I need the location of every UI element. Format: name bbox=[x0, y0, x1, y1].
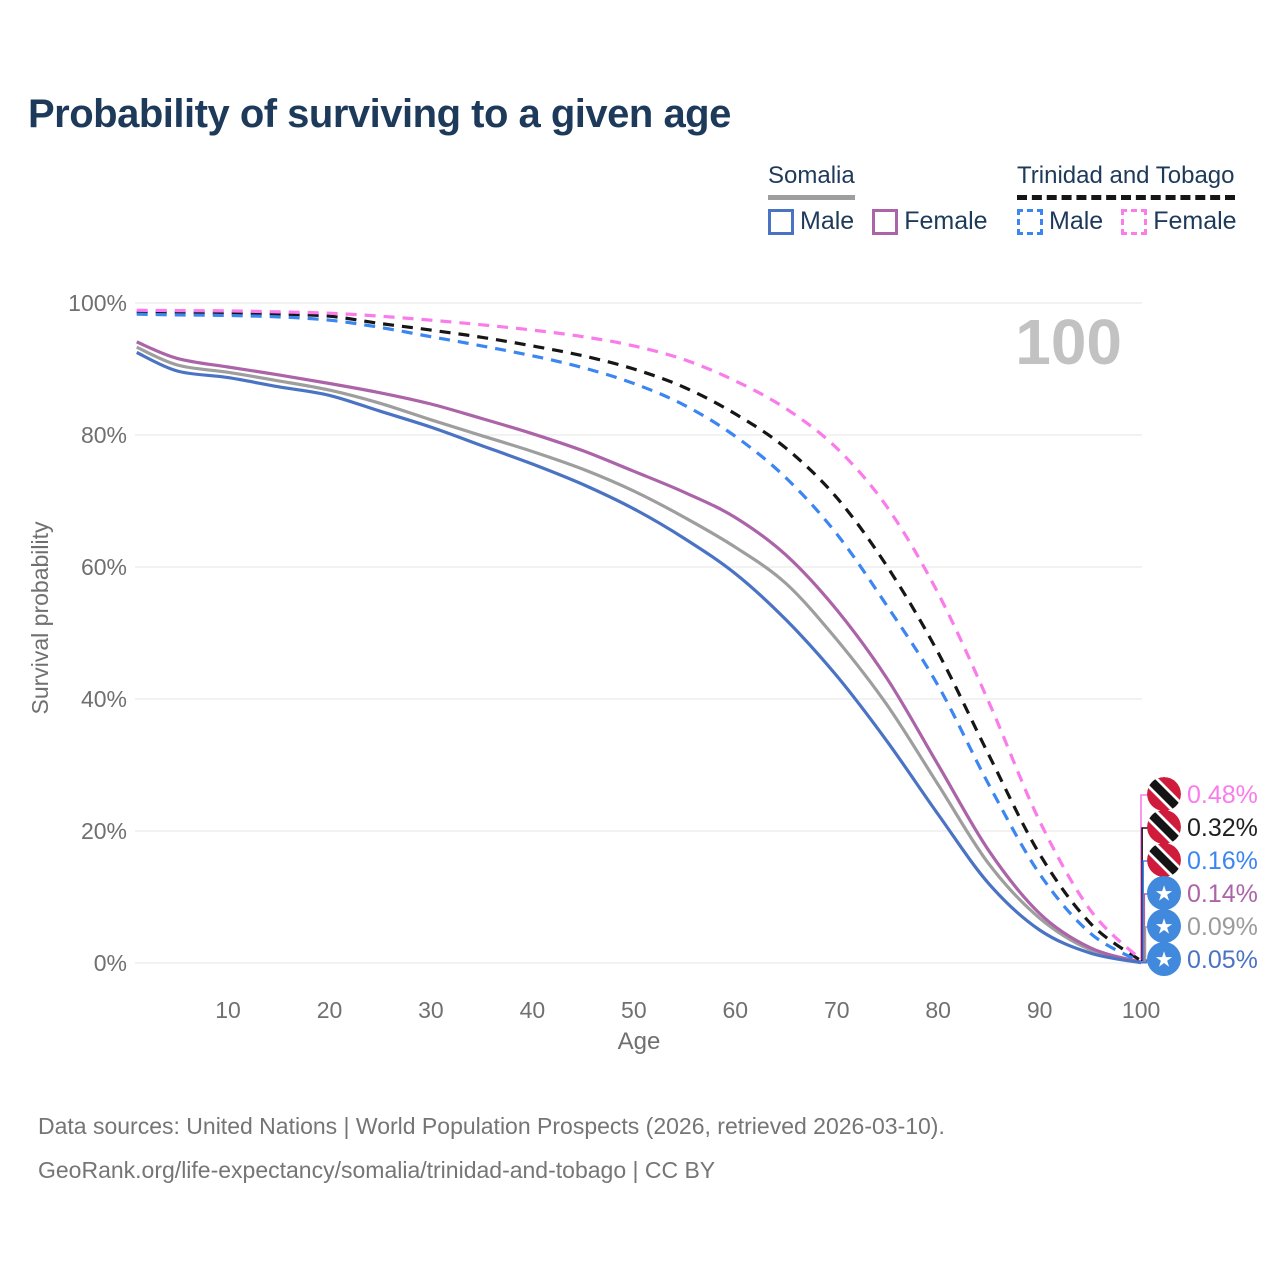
y-tick-label: 40% bbox=[81, 686, 127, 712]
star-icon: ★ bbox=[1155, 949, 1174, 972]
x-tick-label: 90 bbox=[1027, 997, 1053, 1023]
legend-country-trinidad: Trinidad and Tobago bbox=[1017, 162, 1235, 200]
flag-icon-trinidad-and-tobago bbox=[1147, 810, 1181, 844]
series-line-somalia-female bbox=[136, 340, 1142, 964]
x-tick-label: 50 bbox=[621, 997, 647, 1023]
end-label-somalia-female: 0.14% bbox=[1187, 880, 1258, 908]
x-tick-label: 30 bbox=[418, 997, 444, 1023]
star-icon: ★ bbox=[1155, 916, 1174, 939]
x-tick-label: 40 bbox=[520, 997, 546, 1023]
end-label-trinidad-male: 0.16% bbox=[1187, 847, 1258, 875]
legend-group-trinidad: Trinidad and Tobago Male Female bbox=[1017, 162, 1237, 236]
x-tick-label: 10 bbox=[215, 997, 241, 1023]
legend-group-somalia: Somalia Male Female bbox=[768, 162, 988, 236]
x-tick-label: 80 bbox=[925, 997, 951, 1023]
legend-row-somalia: Male Female bbox=[768, 207, 988, 236]
x-tick-label: 100 bbox=[1122, 997, 1160, 1023]
end-label-connector-trinidad-both bbox=[1141, 827, 1150, 962]
legend-country-somalia: Somalia bbox=[768, 162, 855, 200]
series-line-trinidad-female bbox=[136, 308, 1143, 961]
series-line-somalia-both bbox=[136, 345, 1142, 964]
footer: Data sources: United Nations | World Pop… bbox=[38, 1104, 945, 1192]
legend-swatch-trinidad-male-icon bbox=[1017, 208, 1043, 235]
legend-swatch-trinidad-female-icon bbox=[1121, 208, 1148, 235]
legend-swatch-somalia-female-icon bbox=[872, 208, 899, 235]
y-tick-label: 20% bbox=[81, 818, 127, 844]
footer-data-sources: Data sources: United Nations | World Pop… bbox=[38, 1113, 945, 1139]
flag-icon-somalia: ★ bbox=[1147, 876, 1181, 910]
end-label-connector-trinidad-female bbox=[1140, 794, 1150, 960]
x-tick-label: 70 bbox=[824, 997, 850, 1023]
y-tick-label: 60% bbox=[81, 554, 127, 580]
legend-label-somalia-female: Female bbox=[904, 207, 988, 235]
legend-label-trinidad-female: Female bbox=[1153, 207, 1237, 235]
legend-label-somalia-male: Male bbox=[800, 207, 855, 235]
end-label-somalia-both: 0.09% bbox=[1187, 913, 1258, 941]
legend-swatch-somalia-male-icon bbox=[768, 208, 794, 235]
end-label-trinidad-both: 0.32% bbox=[1187, 814, 1258, 842]
series-line-trinidad-both bbox=[136, 310, 1143, 963]
end-label-trinidad-female: 0.48% bbox=[1187, 781, 1258, 809]
flag-icon-somalia: ★ bbox=[1147, 909, 1181, 943]
x-axis-title: Age bbox=[618, 1028, 661, 1055]
page-title: Probability of surviving to a given age bbox=[28, 92, 731, 136]
x-tick-label: 60 bbox=[723, 997, 749, 1023]
series-line-somalia-male bbox=[136, 351, 1142, 965]
footer-attribution: GeoRank.org/life-expectancy/somalia/trin… bbox=[38, 1157, 716, 1183]
flag-icon-trinidad-and-tobago bbox=[1147, 843, 1181, 877]
flag-icon-somalia: ★ bbox=[1147, 942, 1181, 976]
end-label-somalia-male: 0.05% bbox=[1187, 946, 1258, 974]
star-icon: ★ bbox=[1155, 883, 1174, 906]
y-axis-title: Survival probability bbox=[27, 521, 53, 715]
legend-row-trinidad: Male Female bbox=[1017, 207, 1237, 236]
y-tick-label: 100% bbox=[68, 290, 127, 316]
legend-label-trinidad-male: Male bbox=[1049, 207, 1104, 235]
flag-icon-trinidad-and-tobago bbox=[1147, 777, 1181, 811]
y-tick-label: 80% bbox=[81, 422, 127, 448]
y-tick-label: 0% bbox=[94, 950, 127, 976]
age-counter-watermark: 100 bbox=[1015, 306, 1122, 378]
series-line-trinidad-male bbox=[136, 312, 1142, 964]
x-tick-label: 20 bbox=[317, 997, 343, 1023]
